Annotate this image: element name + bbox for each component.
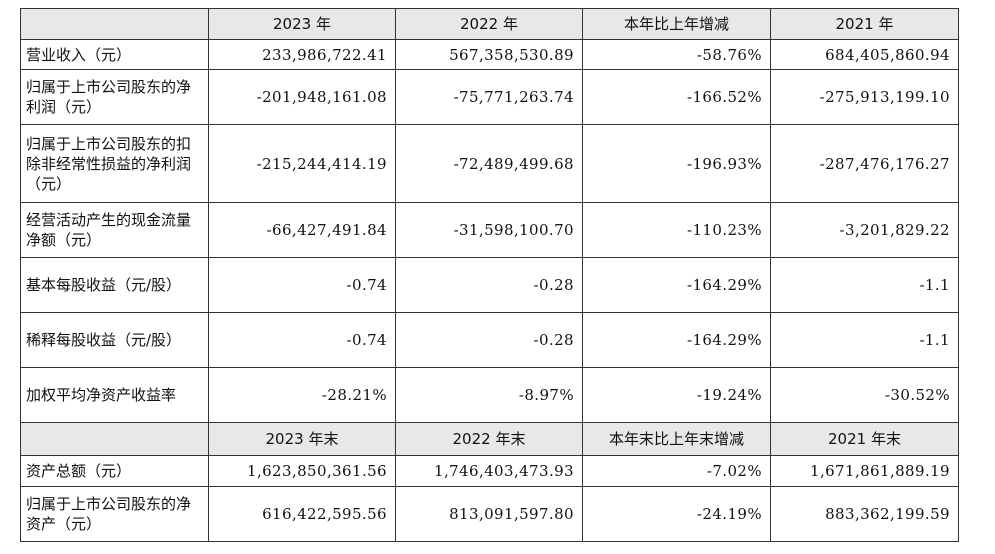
row-label-net-profit: 归属于上市公司股东的净利润（元）: [20, 69, 209, 125]
table-row: 归属于上市公司股东的扣除非经常性损益的净利润（元） -215,244,414.1…: [20, 124, 959, 203]
row-label-operating-cash-flow: 经营活动产生的现金流量净额（元）: [20, 202, 209, 258]
cell-value: -215,244,414.19: [208, 124, 396, 203]
row-label-total-assets: 资产总额（元）: [20, 455, 209, 487]
cell-value: 883,362,199.59: [770, 486, 959, 542]
header-2021: 2021 年: [770, 8, 959, 40]
row-label-net-assets: 归属于上市公司股东的净资产（元）: [20, 486, 209, 542]
table-header-row: 2023 年 2022 年 本年比上年增减 2021 年: [20, 8, 959, 40]
row-label-net-profit-deducted: 归属于上市公司股东的扣除非经常性损益的净利润（元）: [20, 124, 209, 203]
cell-value: -66,427,491.84: [208, 202, 396, 258]
cell-value: -1.1: [770, 257, 959, 313]
cell-value: 1,746,403,473.93: [395, 455, 583, 487]
cell-value: -0.28: [395, 312, 583, 368]
row-label-weighted-roe: 加权平均净资产收益率: [20, 367, 209, 423]
table-header-row: 2023 年末 2022 年末 本年末比上年末增减 2021 年末: [20, 422, 959, 456]
table-row: 归属于上市公司股东的净利润（元） -201,948,161.08 -75,771…: [20, 69, 959, 125]
header-2021-end: 2021 年末: [770, 422, 959, 456]
row-label-basic-eps: 基本每股收益（元/股）: [20, 257, 209, 313]
header-2022: 2022 年: [395, 8, 583, 40]
header-yoy-change: 本年比上年增减: [582, 8, 771, 40]
header-blank-cell: [20, 8, 209, 40]
cell-value: -1.1: [770, 312, 959, 368]
row-label-revenue: 营业收入（元）: [20, 39, 209, 70]
header-2022-end: 2022 年末: [395, 422, 583, 456]
table-row: 归属于上市公司股东的净资产（元） 616,422,595.56 813,091,…: [20, 486, 959, 542]
table-row: 资产总额（元） 1,623,850,361.56 1,746,403,473.9…: [20, 455, 959, 487]
header-2023: 2023 年: [208, 8, 396, 40]
cell-value: -275,913,199.10: [770, 69, 959, 125]
financial-summary-table: 2023 年 2022 年 本年比上年增减 2021 年 营业收入（元） 233…: [20, 8, 959, 542]
cell-value: -0.74: [208, 257, 396, 313]
table-row: 营业收入（元） 233,986,722.41 567,358,530.89 -5…: [20, 39, 959, 70]
cell-value: -201,948,161.08: [208, 69, 396, 125]
table-row: 稀释每股收益（元/股） -0.74 -0.28 -164.29% -1.1: [20, 312, 959, 368]
cell-value: -0.74: [208, 312, 396, 368]
cell-value: -7.02%: [582, 455, 771, 487]
cell-value: -110.23%: [582, 202, 771, 258]
cell-value: -72,489,499.68: [395, 124, 583, 203]
cell-value: -19.24%: [582, 367, 771, 423]
cell-value: 567,358,530.89: [395, 39, 583, 70]
cell-value: 684,405,860.94: [770, 39, 959, 70]
cell-value: -30.52%: [770, 367, 959, 423]
cell-value: -58.76%: [582, 39, 771, 70]
header-blank-cell: [20, 422, 209, 456]
cell-value: 813,091,597.80: [395, 486, 583, 542]
cell-value: -196.93%: [582, 124, 771, 203]
cell-value: 233,986,722.41: [208, 39, 396, 70]
cell-value: -164.29%: [582, 312, 771, 368]
cell-value: -3,201,829.22: [770, 202, 959, 258]
cell-value: -8.97%: [395, 367, 583, 423]
cell-value: 616,422,595.56: [208, 486, 396, 542]
cell-value: -31,598,100.70: [395, 202, 583, 258]
header-2023-end: 2023 年末: [208, 422, 396, 456]
table-row: 经营活动产生的现金流量净额（元） -66,427,491.84 -31,598,…: [20, 202, 959, 258]
cell-value: -0.28: [395, 257, 583, 313]
cell-value: -75,771,263.74: [395, 69, 583, 125]
row-label-diluted-eps: 稀释每股收益（元/股）: [20, 312, 209, 368]
cell-value: 1,623,850,361.56: [208, 455, 396, 487]
cell-value: -287,476,176.27: [770, 124, 959, 203]
table-row: 加权平均净资产收益率 -28.21% -8.97% -19.24% -30.52…: [20, 367, 959, 423]
header-yoy-end-change: 本年末比上年末增减: [582, 422, 771, 456]
cell-value: -164.29%: [582, 257, 771, 313]
table-row: 基本每股收益（元/股） -0.74 -0.28 -164.29% -1.1: [20, 257, 959, 313]
cell-value: -28.21%: [208, 367, 396, 423]
cell-value: -166.52%: [582, 69, 771, 125]
cell-value: 1,671,861,889.19: [770, 455, 959, 487]
cell-value: -24.19%: [582, 486, 771, 542]
